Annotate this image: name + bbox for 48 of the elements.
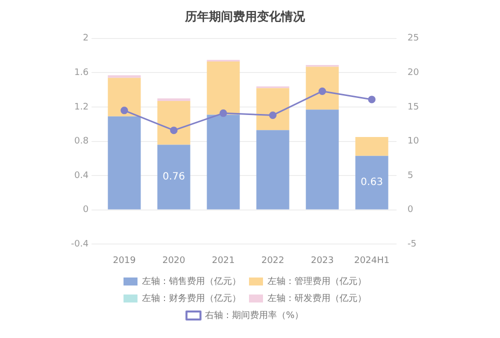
bar <box>256 130 290 210</box>
y-tick-label: -0.4 <box>71 240 89 250</box>
point <box>318 87 326 95</box>
point <box>269 111 277 119</box>
legend-label: 右轴：期间费用率（%） <box>204 310 304 321</box>
y-tick-label: 2 <box>82 34 89 44</box>
bar <box>355 137 388 156</box>
bar <box>157 101 190 145</box>
data-label: 0.63 <box>360 177 383 188</box>
bar <box>206 62 240 115</box>
bar <box>108 75 141 78</box>
x-tick-label: 2019 <box>112 256 136 266</box>
bar <box>157 98 190 101</box>
y-tick-label: 0.8 <box>74 136 89 147</box>
point <box>170 126 178 134</box>
y-tick-label: 1.6 <box>74 68 89 78</box>
legend-label: 左轴：销售费用（亿元） <box>142 276 241 287</box>
point <box>368 96 376 104</box>
data-label: 0.76 <box>162 172 185 183</box>
bar <box>206 114 240 210</box>
x-tick-label: 2024H1 <box>354 256 390 266</box>
legend-label: 左轴：管理费用（亿元） <box>268 276 366 287</box>
bar <box>306 66 339 110</box>
y2-tick-label: 15 <box>408 102 419 112</box>
point <box>120 106 128 114</box>
y-tick-label: 0.4 <box>74 170 89 181</box>
y2-tick-label: 0 <box>408 205 414 216</box>
y2-tick-label: 10 <box>408 136 420 147</box>
legend-label: 左轴：财务费用（亿元） <box>142 292 241 304</box>
bar <box>306 110 339 210</box>
bar <box>157 144 190 210</box>
y2-tick-label: 20 <box>408 68 420 78</box>
bar <box>108 116 141 210</box>
x-tick-label: 2020 <box>162 256 186 266</box>
y-tick-label: 0 <box>82 205 89 216</box>
legend-label: 左轴：研发费用（亿元） <box>268 292 366 304</box>
bar <box>108 78 141 116</box>
x-tick-label: 2022 <box>261 256 284 266</box>
y2-tick-label: -5 <box>408 240 417 250</box>
point <box>220 109 228 117</box>
bar <box>355 156 388 210</box>
x-tick-label: 2023 <box>310 256 334 266</box>
y2-tick-label: 25 <box>408 34 419 44</box>
chart-title: 历年期间费用变化情况 <box>184 9 306 24</box>
bar <box>256 88 290 130</box>
y2-tick-label: 5 <box>408 170 414 181</box>
y-tick-label: 1.2 <box>74 102 89 112</box>
x-tick-label: 2021 <box>212 256 235 266</box>
